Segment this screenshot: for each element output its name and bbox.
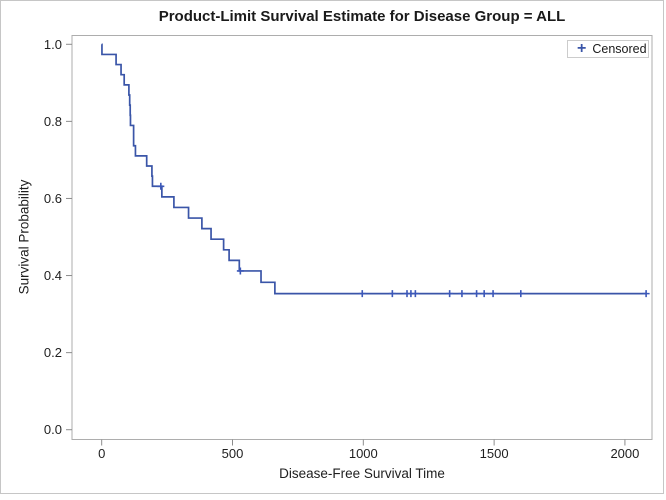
plot-frame — [71, 35, 653, 440]
censored-markers — [157, 182, 650, 298]
y-axis-tick-label: 0.8 — [44, 114, 62, 129]
x-axis-tick-label: 1000 — [349, 446, 378, 461]
y-axis-tick-label: 0.6 — [44, 191, 62, 206]
y-axis-tick-label: 0.4 — [44, 268, 62, 283]
legend-censored-label: Censored — [592, 42, 647, 56]
y-axis-tick-label: 0.2 — [44, 345, 62, 360]
x-axis-tick-label: 1500 — [480, 446, 509, 461]
censored-plus-icon: + — [577, 39, 587, 57]
y-axis-tick-label: 1.0 — [44, 37, 62, 52]
x-axis-tick-label: 2000 — [610, 446, 639, 461]
y-axis-label: Survival Probability — [16, 179, 32, 295]
survival-step-curve — [101, 43, 647, 295]
legend-censored: + Censored — [567, 40, 649, 58]
x-axis-tick-label: 500 — [222, 446, 244, 461]
x-axis-label: Disease-Free Survival Time — [279, 466, 445, 481]
chart-title: Product-Limit Survival Estimate for Dise… — [158, 8, 566, 25]
x-axis-tick-label: 0 — [98, 446, 105, 461]
y-axis-tick-label: 0.0 — [44, 422, 62, 437]
